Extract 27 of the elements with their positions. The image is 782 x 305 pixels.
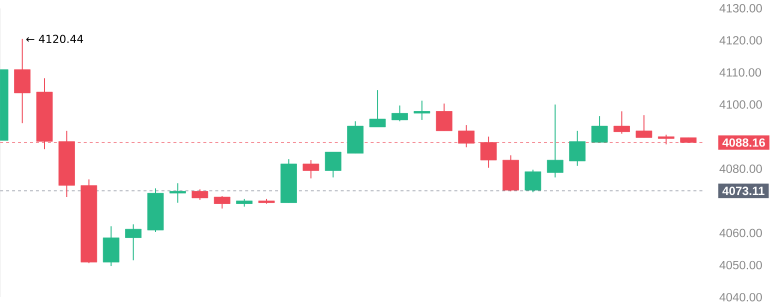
- candlestick: [324, 151, 342, 178]
- y-tick-label: 4060.00: [719, 228, 762, 237]
- y-tick-label: 4130.00: [719, 4, 762, 12]
- ref-line-label: 4088.16: [722, 138, 765, 147]
- candlestick: [214, 195, 230, 209]
- ref-line-label: 4073.11: [722, 186, 764, 195]
- candlestick: [302, 159, 320, 179]
- candlestick: [369, 89, 386, 128]
- candlestick: [392, 104, 408, 122]
- annotation: ← 4120.44: [26, 34, 84, 43]
- candlestick: [125, 224, 142, 261]
- candlestick: [414, 100, 430, 120]
- y-tick-label: 4120.00: [719, 36, 762, 44]
- y-tick-label: 4050.00: [719, 260, 762, 270]
- candlestick: [436, 102, 452, 132]
- candlestick: [591, 115, 608, 143]
- candlestick: [192, 188, 208, 200]
- candlestick: [636, 114, 652, 138]
- y-tick-label: 4040.00: [719, 292, 762, 302]
- y-tick-label: 4080.00: [719, 164, 762, 173]
- y-tick-label: 4100.00: [719, 100, 762, 109]
- candlestick: [546, 104, 564, 178]
- y-tick-label: 4110.00: [719, 68, 762, 76]
- candlestick: [614, 110, 630, 134]
- candlestick: [524, 169, 542, 192]
- candlestick: [569, 130, 586, 166]
- candlestick: [170, 182, 186, 204]
